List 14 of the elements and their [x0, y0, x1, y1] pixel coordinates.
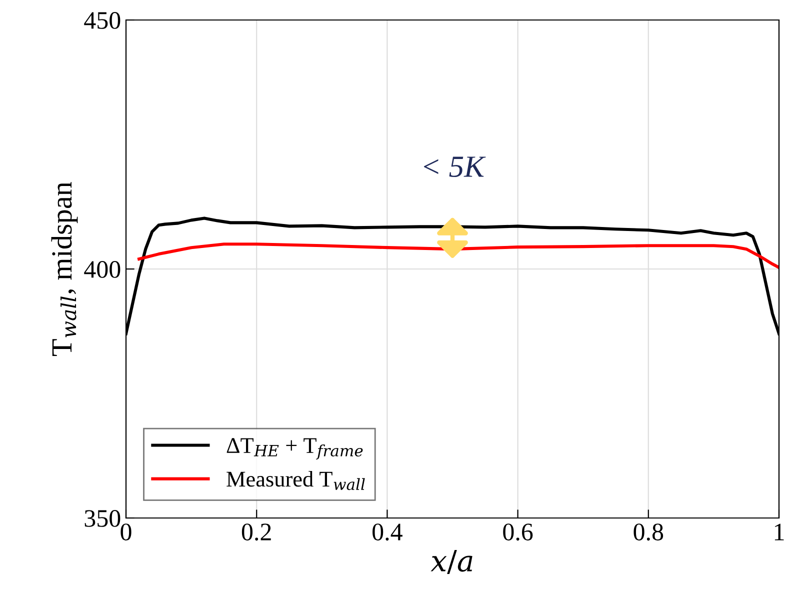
- annotation: < 5K: [424, 156, 486, 178]
- y-axis-title: T$_{wall}$, midspan: [51, 182, 78, 356]
- x-tick-label: 1: [774, 524, 784, 540]
- x-tick-label: 0.2: [242, 524, 271, 541]
- y-tick-label: 350: [84, 510, 120, 527]
- x-axis-title: x/a: [430, 550, 472, 574]
- legend-label: ΔT$_{HE}$ + T$_{frame}$: [226, 438, 363, 460]
- legend-label: Measured T$_{wall}$: [226, 471, 365, 490]
- x-tick-label: 0: [120, 524, 132, 540]
- x-tick-label: 0.6: [503, 524, 533, 541]
- x-tick-label: 0.4: [372, 524, 402, 541]
- y-tick-label: 450: [84, 12, 120, 29]
- x-tick-label: 0.8: [634, 524, 664, 541]
- y-tick-label: 400: [84, 261, 120, 278]
